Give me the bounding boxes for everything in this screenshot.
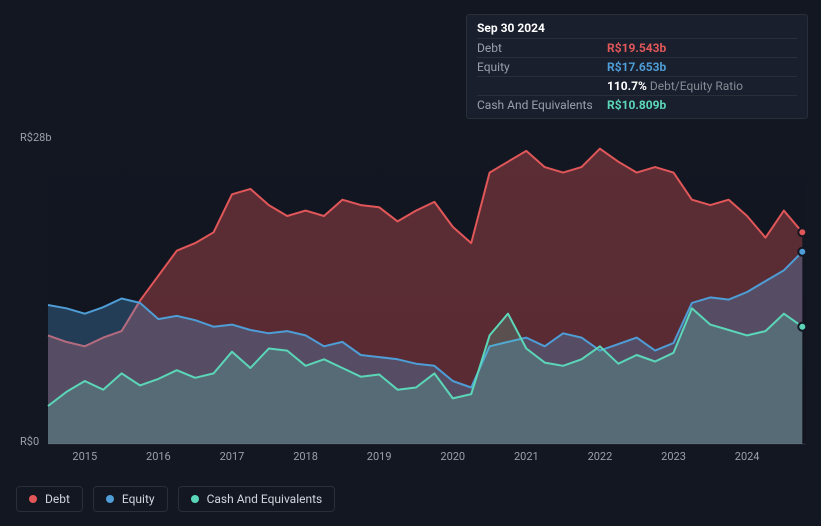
- x-axis-label: 2022: [588, 450, 613, 463]
- x-axis-labels: 2015 2016 2017 2018 2019 2020 2021 2022 2023 2024: [48, 450, 806, 466]
- x-axis-label: 2016: [146, 450, 171, 463]
- tooltip-date: Sep 30 2024: [477, 21, 797, 38]
- tooltip-value: R$10.809b: [607, 96, 797, 115]
- x-axis-label: 2015: [72, 450, 97, 463]
- x-axis-label: 2020: [440, 450, 465, 463]
- y-axis-label: R$0: [20, 435, 39, 448]
- x-axis-label: 2023: [661, 450, 686, 463]
- chart-tooltip: Sep 30 2024 DebtR$19.543bEquityR$17.653b…: [466, 14, 808, 119]
- x-axis-label: 2017: [220, 450, 245, 463]
- tooltip-value: 110.7% Debt/Equity Ratio: [607, 77, 797, 96]
- legend-dot-icon: [29, 495, 37, 503]
- plot-area[interactable]: [48, 140, 806, 444]
- legend-item-equity[interactable]: Equity: [93, 486, 168, 512]
- area-chart-svg: [48, 140, 806, 444]
- series-end-marker-debt: [798, 228, 806, 236]
- tooltip-label: Equity: [477, 58, 607, 77]
- tooltip-label: Cash And Equivalents: [477, 96, 607, 115]
- legend-item-cash-and-equivalents[interactable]: Cash And Equivalents: [178, 486, 336, 512]
- x-axis-label: 2018: [293, 450, 318, 463]
- tooltip-label: Debt: [477, 39, 607, 58]
- legend-label: Cash And Equivalents: [207, 492, 323, 506]
- legend-label: Equity: [122, 492, 155, 506]
- x-axis-label: 2019: [367, 450, 392, 463]
- y-axis-label: R$28b: [20, 131, 52, 144]
- tooltip-value: R$19.543b: [607, 39, 797, 58]
- legend-label: Debt: [45, 492, 70, 506]
- legend: Debt Equity Cash And Equivalents: [16, 486, 335, 512]
- tooltip-table: DebtR$19.543bEquityR$17.653b110.7% Debt/…: [477, 38, 797, 114]
- x-axis-label: 2024: [735, 450, 760, 463]
- series-end-marker-cash: [798, 323, 806, 331]
- legend-dot-icon: [106, 495, 114, 503]
- tooltip-label: [477, 77, 607, 96]
- series-end-marker-equity: [798, 248, 806, 256]
- x-axis-label: 2021: [514, 450, 539, 463]
- legend-item-debt[interactable]: Debt: [16, 486, 83, 512]
- tooltip-value: R$17.653b: [607, 58, 797, 77]
- legend-dot-icon: [191, 495, 199, 503]
